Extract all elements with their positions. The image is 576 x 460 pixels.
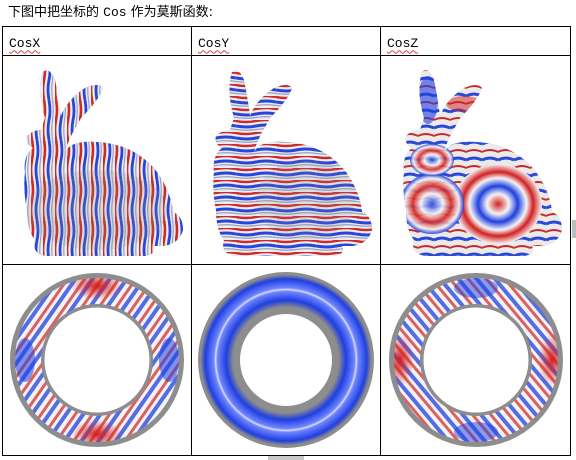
torus-row [2, 264, 571, 456]
bunny-cosz-image [402, 70, 562, 257]
torus-cosx-image [5, 268, 189, 452]
column-label-cosx: CosX [9, 35, 41, 51]
morse-function-table: CosX CosY CosZ [2, 26, 571, 456]
scrollbar-mark [572, 220, 576, 238]
column-label-cosz: CosZ [387, 35, 419, 51]
table-header-row: CosX CosY CosZ [2, 26, 571, 56]
torus-cosz-image [383, 268, 568, 452]
bunny-cosx-image [24, 70, 184, 257]
bunny-row [2, 55, 571, 265]
caption-suffix: 作为莫斯函数: [126, 5, 214, 20]
header-cell-cosz: CosZ [380, 26, 571, 56]
column-label-cosy: CosY [198, 35, 230, 51]
torus-cosy-image [198, 272, 374, 448]
header-cell-cosx: CosX [2, 26, 192, 56]
document-caption: 下图中把坐标的 Cos 作为莫斯函数: [8, 1, 213, 20]
torus-cell-cosz [380, 264, 571, 456]
torus-cell-cosx [2, 264, 192, 456]
torus-cell-cosy [191, 264, 381, 456]
caption-code: Cos [103, 5, 127, 20]
bunny-cell-cosy [191, 55, 381, 265]
caption-prefix: 下图中把坐标的 [8, 5, 104, 20]
header-cell-cosy: CosY [191, 26, 381, 56]
bunny-cosy-image [213, 70, 373, 257]
page-footer-mark [268, 456, 304, 460]
bunny-cell-cosz [380, 55, 571, 265]
bunny-cell-cosx [2, 55, 192, 265]
